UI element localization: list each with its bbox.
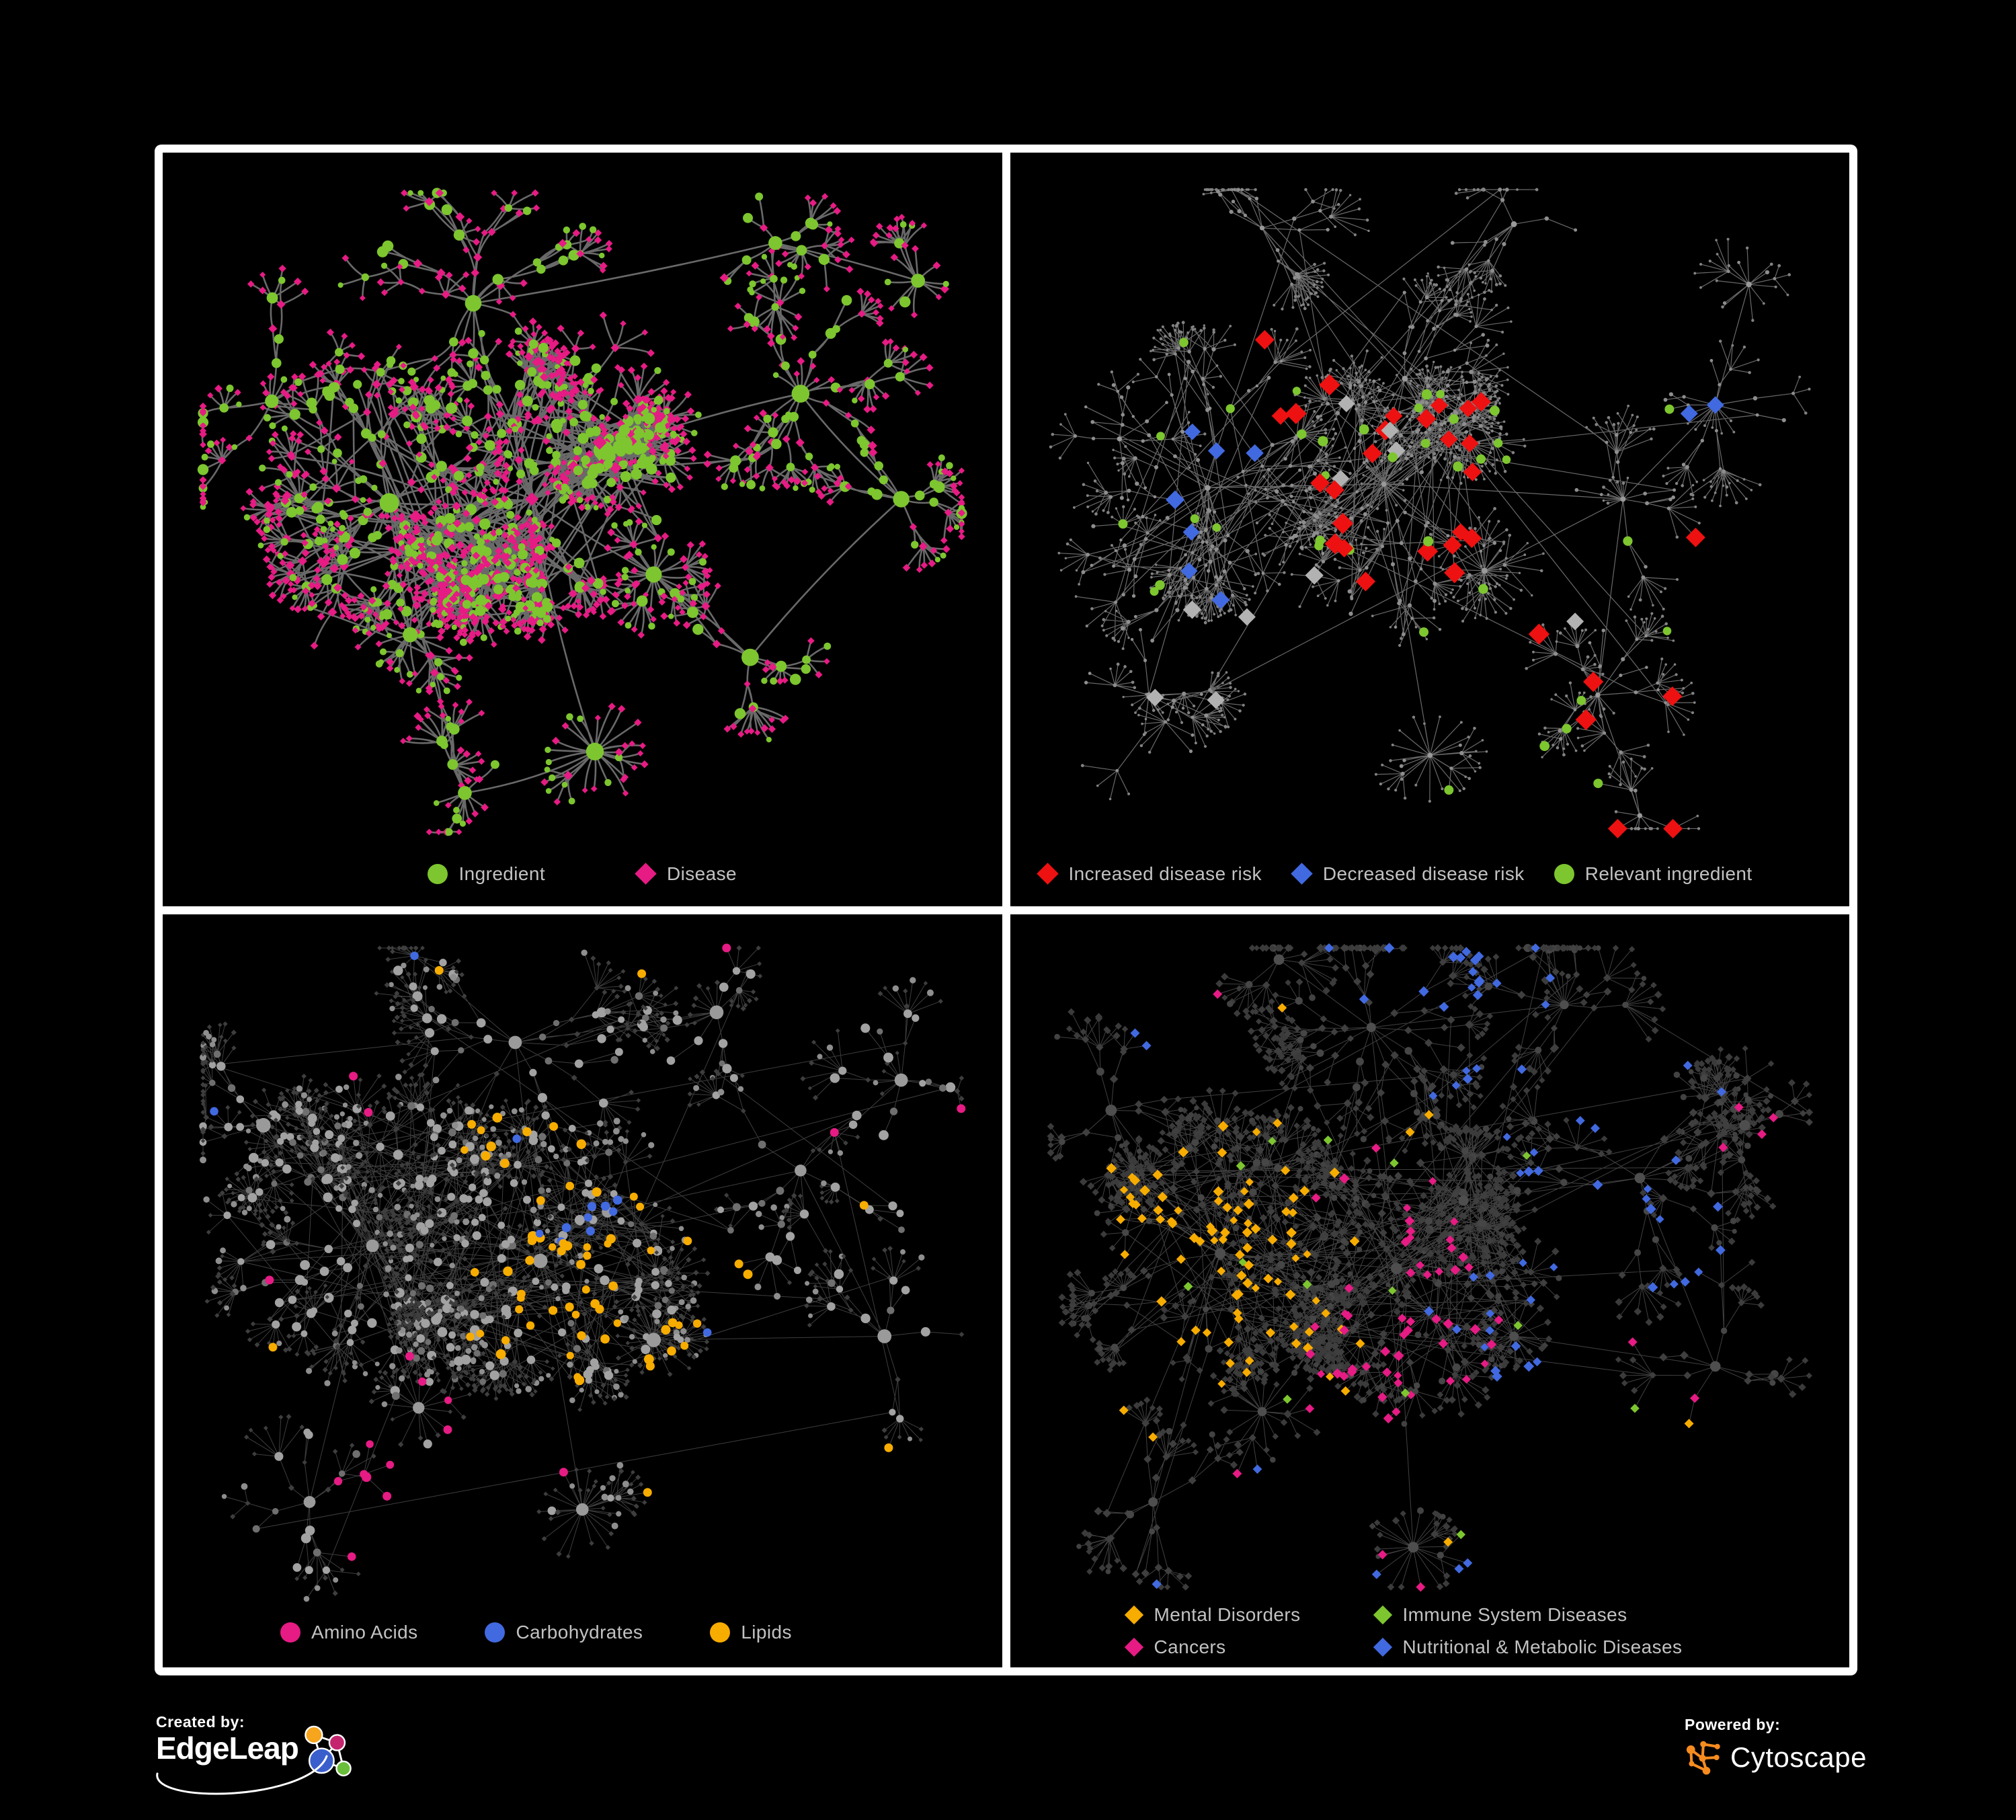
circle-marker [485,1622,506,1643]
diamond-marker [1036,863,1059,885]
panel-ingredients-diseases: Ingredient Disease [163,153,1002,906]
legend-label: Nutritional & Metabolic Diseases [1402,1636,1683,1657]
legend-item-lipids: Lipids [710,1622,792,1643]
legend-item-disease: Disease [635,863,737,885]
network-disease-risk [1049,188,1811,838]
legend-item-decreased-disease-risk: Decreased disease risk [1291,863,1525,885]
legend-label: Disease [667,863,737,884]
legend-label: Cancers [1154,1636,1226,1657]
diamond-marker [1291,863,1313,885]
legend-label: Mental Disorders [1154,1604,1301,1625]
legend-item-mental-disorders: Mental Disorders [1124,1604,1373,1626]
figure-grid: Ingredient Disease Increased disease risk… [155,145,1857,1675]
edgeleap-branding: Created by: EdgeLeap [156,1713,360,1795]
legend-label: Relevant ingredient [1584,863,1752,884]
diamond-marker [1124,1637,1143,1657]
diamond-marker [1124,1605,1143,1625]
edgeleap-wordmark: EdgeLeap [156,1731,299,1766]
cytoscape-wordmark: Cytoscape [1730,1741,1867,1773]
legend-label: Lipids [741,1622,792,1643]
legend-disease-risk: Increased disease risk Decreased disease … [1010,863,1850,885]
legend-item-relevant-ingredient: Relevant ingredient [1554,863,1752,885]
panel-disease-risk: Increased disease risk Decreased disease … [1010,153,1850,906]
circle-marker [428,863,448,884]
cytoscape-branding: Powered by: Cytoscape [1685,1716,1867,1777]
powered-by-label: Powered by: [1685,1716,1781,1733]
circle-marker [710,1622,731,1643]
legend-item-amino-acids: Amino Acids [280,1622,417,1643]
diamond-marker [1373,1637,1392,1657]
legend-label: Decreased disease risk [1322,863,1525,884]
circle-marker [280,1622,300,1643]
circle-marker [1554,863,1574,884]
legend-item-nutritional-metabolic-diseases: Nutritional & Metabolic Diseases [1373,1636,1683,1658]
legend-label: Amino Acids [311,1622,418,1643]
legend-label: Carbohydrates [516,1622,643,1643]
legend-item-increased-disease-risk: Increased disease risk [1036,863,1262,885]
legend-item-cancers: Cancers [1124,1636,1373,1658]
legend-label: Immune System Diseases [1402,1604,1627,1625]
legend-item-immune-system-diseases: Immune System Diseases [1373,1604,1683,1626]
panel-disease-categories: Mental Disorders Immune System Diseases Ca… [1010,914,1850,1667]
legend-label: Increased disease risk [1068,863,1262,884]
network-disease-categories [1046,942,1813,1591]
panel-compound-classes: Amino Acids Carbohydrates Lipids [163,914,1002,1667]
legend-item-carbohydrates: Carbohydrates [485,1622,643,1643]
legend-item-ingredient: Ingredient [428,863,545,885]
diamond-marker [635,863,657,885]
legend-disease-categories: Mental Disorders Immune System Diseases Ca… [1010,1604,1850,1658]
legend-label: Ingredient [458,863,546,884]
network-ingredients-diseases [197,188,967,836]
legend-ingredients-diseases: Ingredient Disease [163,863,1002,885]
network-compound-classes [199,943,966,1601]
edgeleap-logo-icon [305,1725,352,1777]
legend-compound-classes: Amino Acids Carbohydrates Lipids [163,1622,1002,1643]
diamond-marker [1373,1605,1392,1625]
created-by-label: Created by: [156,1713,245,1731]
cytoscape-logo-icon [1686,1741,1720,1775]
